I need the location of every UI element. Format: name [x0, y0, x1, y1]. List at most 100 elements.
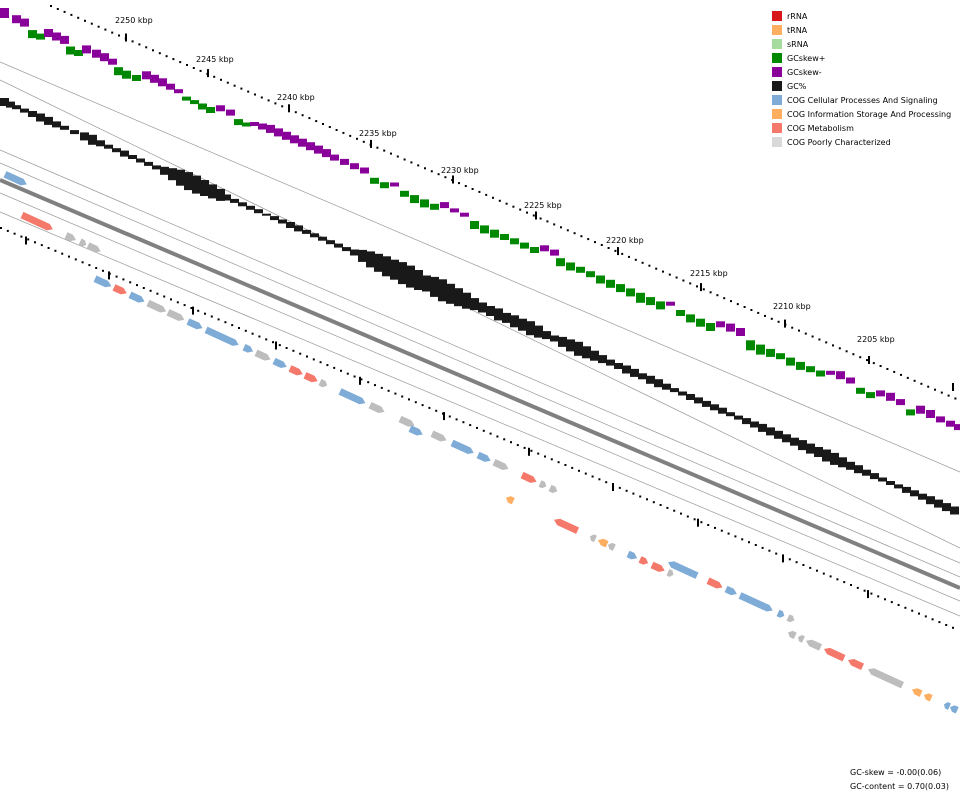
outer-tick-major: [535, 211, 537, 220]
outer-tick-minor: [927, 385, 930, 388]
outer-tick-minor: [294, 111, 297, 114]
gc-skew-negative-bar: [250, 122, 259, 126]
gc-skew-negative-bar: [226, 109, 235, 116]
cds-arrow-information: [912, 688, 923, 697]
gc-skew-negative-bar: [916, 405, 925, 414]
gc-skew-negative-bar: [142, 71, 151, 80]
inner-tick-minor: [795, 561, 798, 564]
gc-content-bar: [750, 421, 759, 428]
outer-tick-minor: [689, 282, 692, 285]
gc-skew-positive-bar: [206, 107, 215, 113]
outer-tick-minor: [267, 99, 270, 102]
gc-skew-positive-bar: [430, 203, 439, 210]
cds-arrow-cellular: [776, 609, 785, 618]
outer-tick-minor: [832, 344, 834, 347]
gc-content-track: [0, 98, 959, 515]
inner-tick-minor: [768, 549, 771, 552]
inner-tick-major: [275, 341, 277, 350]
gc-content-bar: [246, 205, 255, 210]
inner-tick-minor: [238, 327, 240, 329]
gc-skew-positive-bar: [606, 279, 615, 288]
outer-tick-minor: [342, 131, 345, 134]
inner-tick-minor: [20, 235, 23, 238]
gc-content-bar: [136, 158, 145, 163]
cds-arrow-cellular: [668, 561, 699, 579]
gc-content-bar: [678, 391, 687, 396]
inner-tick-minor: [591, 475, 594, 478]
gc-content-bar: [598, 355, 607, 364]
gc-content-bar: [6, 101, 15, 108]
inner-tick-minor: [6, 229, 9, 232]
outer-tick-major: [617, 247, 619, 256]
cds-arrow-metabolism: [554, 518, 580, 534]
inner-tick-minor: [714, 526, 716, 529]
gc-content-bar: [270, 216, 279, 221]
outer-tick-minor: [131, 40, 134, 43]
gc-skew-negative-bar: [440, 202, 449, 209]
inner-tick-minor: [428, 406, 431, 409]
outer-tick-major: [207, 69, 209, 78]
gc-skew-negative-bar: [174, 89, 183, 94]
inner-tick-minor: [258, 335, 261, 338]
gc-skew-positive-bar: [706, 323, 715, 331]
track-guide-lines: [0, 61, 960, 617]
gc-skew-positive-bar: [480, 225, 489, 234]
inner-tick-minor: [387, 389, 390, 392]
outer-tick-minor: [859, 356, 862, 359]
inner-tick-minor: [605, 481, 608, 484]
legend-swatch-cog-information: [772, 109, 782, 119]
inner-tick-minor: [850, 584, 852, 586]
outer-tick-minor: [260, 96, 263, 99]
inner-tick-minor: [197, 309, 200, 312]
gc-content-bar: [192, 175, 201, 194]
position-label-2235: 2235 kbp: [359, 129, 397, 138]
cds-arrow-information: [598, 538, 609, 548]
legend-item-gc-percent: GC%: [772, 79, 958, 93]
gc-content-bar: [44, 116, 53, 125]
inner-tick-minor: [863, 589, 866, 592]
inner-tick-minor: [897, 604, 900, 606]
gc-content-bar: [262, 213, 271, 216]
gc-content-bar: [702, 400, 711, 407]
outer-tick-minor: [199, 69, 202, 72]
legend-swatch-cog-metabolism: [772, 123, 782, 133]
gc-content-bar: [374, 253, 383, 272]
outer-tick-minor: [213, 75, 216, 78]
legend-swatch-gcskew-plus: [772, 53, 782, 63]
gc-skew-negative-bar: [926, 410, 935, 418]
gc-content-bar: [894, 484, 903, 489]
outer-tick-major: [784, 319, 786, 328]
gc-content-bar: [910, 490, 919, 497]
outer-tick-minor: [920, 382, 923, 385]
gc-skew-negative-bar: [550, 249, 559, 256]
gc-content-bar: [398, 262, 407, 285]
gc-content-bar: [550, 335, 559, 342]
inner-tick-minor: [272, 341, 274, 344]
gc-skew-negative-bar: [166, 83, 175, 90]
gc-content-bar: [334, 243, 343, 248]
gc-skew-positive-bar: [400, 190, 409, 197]
gc-skew-positive-bar: [234, 119, 243, 126]
outer-tick-minor: [648, 264, 651, 267]
inner-tick-major: [443, 412, 445, 421]
gc-content-bar: [582, 346, 591, 359]
inner-tick-minor: [809, 566, 812, 569]
outer-tick-major: [952, 383, 954, 391]
gc-content-bar: [478, 302, 487, 313]
gc-skew-negative-bar: [306, 142, 315, 151]
inner-tick-minor: [748, 541, 750, 544]
inner-tick-minor: [210, 315, 213, 318]
gc-skew-negative-bar: [896, 399, 905, 406]
outer-tick-minor: [886, 368, 889, 370]
gc-skew-positive-bar: [806, 366, 815, 373]
gc-content-bar: [854, 465, 863, 474]
inner-tick-minor: [734, 535, 737, 538]
inner-tick-minor: [306, 355, 308, 358]
position-label-2205: 2205 kbp: [857, 335, 895, 344]
outer-tick-major: [452, 175, 454, 184]
gc-skew-positive-bar: [470, 221, 479, 229]
outer-tick-minor: [233, 84, 236, 87]
cds-arrow-information: [924, 693, 933, 702]
inner-tick-minor: [911, 609, 914, 612]
cds-arrow-cellular: [724, 585, 737, 596]
